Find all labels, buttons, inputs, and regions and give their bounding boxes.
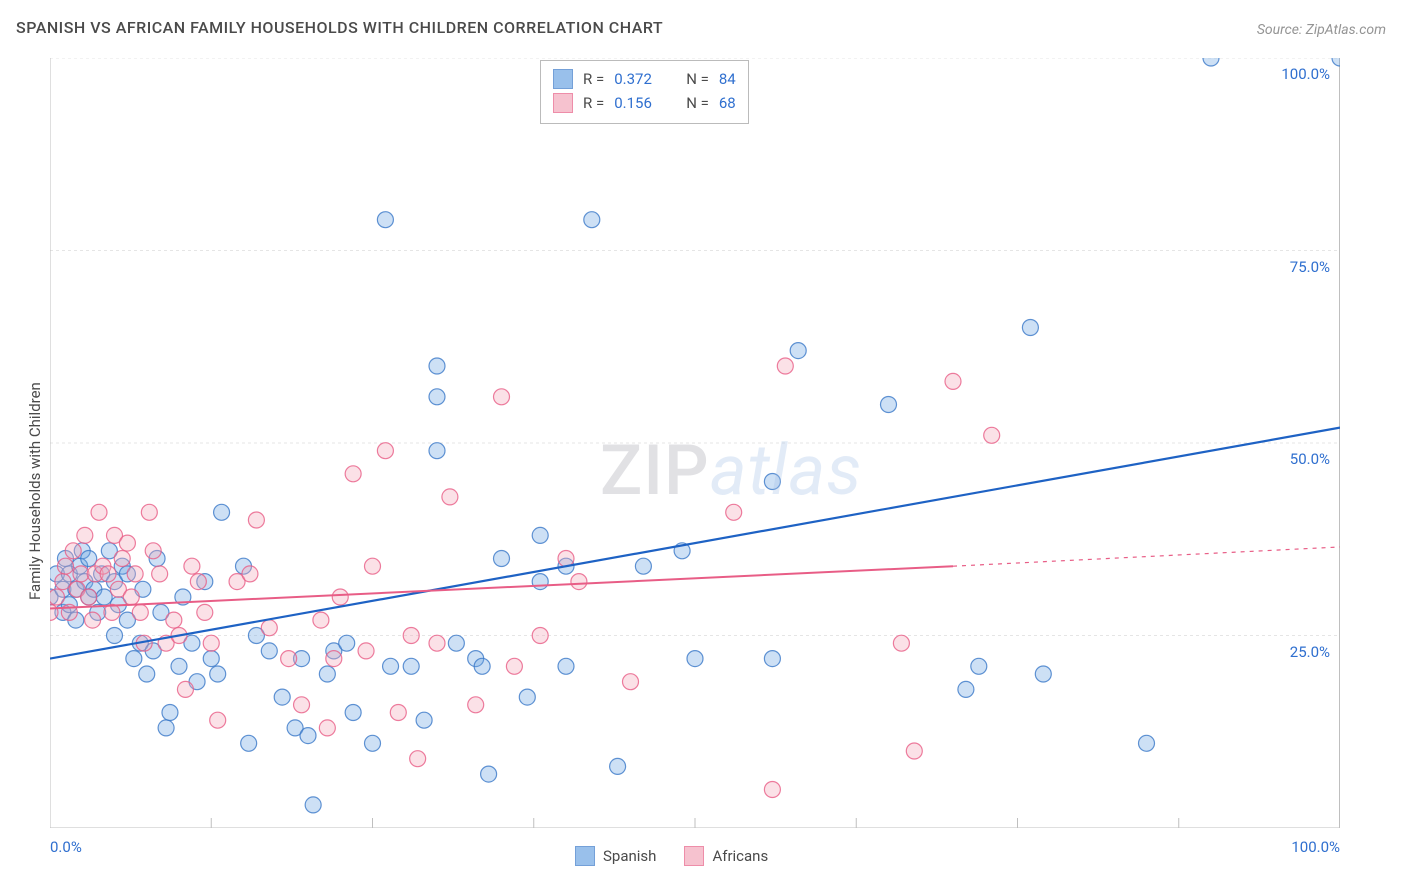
legend-swatch: [575, 846, 595, 866]
legend-bottom: Spanish Africans: [575, 846, 768, 866]
legend-label: Africans: [712, 847, 768, 865]
r-label: R =: [583, 67, 604, 91]
source-attribution: Source: ZipAtlas.com: [1257, 22, 1386, 38]
legend-item: Spanish: [575, 846, 656, 866]
n-label: N =: [686, 67, 709, 91]
x-tick-label: 100.0%: [1280, 838, 1340, 856]
stats-row: R = 0.372 N = 84: [553, 67, 736, 91]
legend-item: Africans: [684, 846, 768, 866]
y-axis-label: Family Households with Children: [26, 382, 44, 600]
stats-box: R = 0.372 N = 84 R = 0.156 N = 68: [540, 60, 749, 124]
n-value: 84: [719, 67, 736, 91]
series-swatch: [553, 69, 573, 89]
legend-swatch: [684, 846, 704, 866]
legend-label: Spanish: [603, 847, 656, 865]
r-label: R =: [583, 91, 604, 115]
y-tick-label: 50.0%: [1270, 450, 1330, 468]
stats-row: R = 0.156 N = 68: [553, 91, 736, 115]
x-tick-label: 0.0%: [50, 838, 82, 856]
n-value: 68: [719, 91, 736, 115]
chart-title: SPANISH VS AFRICAN FAMILY HOUSEHOLDS WIT…: [16, 18, 663, 37]
n-label: N =: [686, 91, 709, 115]
r-value: 0.156: [614, 91, 668, 115]
series-swatch: [553, 93, 573, 113]
r-value: 0.372: [614, 67, 668, 91]
y-tick-label: 100.0%: [1270, 65, 1330, 83]
y-tick-label: 25.0%: [1270, 643, 1330, 661]
scatter-plot: [50, 58, 1340, 828]
y-tick-label: 75.0%: [1270, 258, 1330, 276]
